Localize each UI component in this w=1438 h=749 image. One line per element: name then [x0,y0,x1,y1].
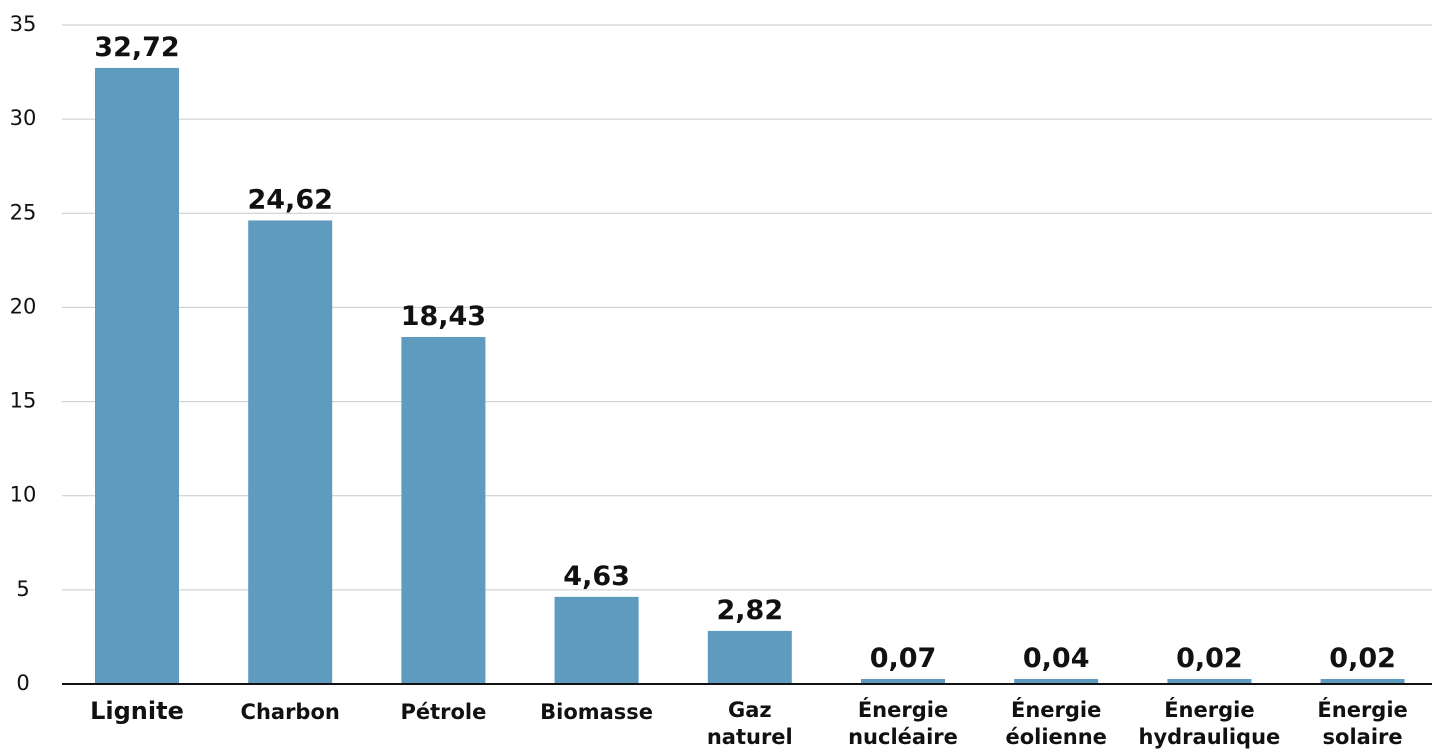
x-tick-label-3-line-1: Pétrole [400,700,486,724]
value-label-3: 18,43 [401,301,486,332]
y-tick-label-5: 5 [16,577,29,601]
x-tick-label-5-line-2: naturel [707,725,793,749]
bar-3 [401,336,486,684]
x-tick-label-4-line-1: Biomasse [540,700,653,724]
bar-9 [1320,679,1405,684]
y-axis-labels: 0 5 10 15 20 25 30 35 [10,12,37,695]
x-tick-label-1-line-1: Lignite [90,697,184,725]
x-tick-label-8-line-1: Énergie [1164,697,1254,722]
value-label-6: 0,07 [870,643,937,674]
value-label-8: 0,02 [1176,643,1243,674]
labels-layer: 32,72 24,62 18,43 4,63 2,82 0,07 0,04 0,02 0,02 [94,32,1396,674]
bar-6 [861,679,945,684]
value-label-9: 0,02 [1329,643,1396,674]
value-label-1: 32,72 [94,32,179,63]
y-tick-label-20: 20 [10,294,37,318]
x-tick-label-7-line-2: éolienne [1005,725,1106,749]
x-tick-label-9-line-2: solaire [1323,725,1403,749]
y-tick-label-35: 35 [10,12,37,36]
bars-layer [95,67,1405,685]
y-tick-label-0: 0 [16,671,29,695]
x-tick-label-6-line-1: Énergie [858,697,948,722]
x-tick-label-7-line-1: Énergie [1011,697,1101,722]
x-tick-label-2-line-1: Charbon [241,700,340,724]
x-axis-labels: Lignite Charbon Pétrole Biomasse Gaz naturel É… [90,697,1408,749]
value-label-2: 24,62 [247,184,332,215]
y-tick-label-10: 10 [10,483,37,507]
bar-7 [1014,679,1099,684]
bar-4 [554,596,639,684]
x-tick-label-6-line-2: nucléaire [848,725,958,749]
y-tick-label-25: 25 [10,200,37,224]
bar-1 [95,67,179,685]
value-label-5: 2,82 [716,595,783,626]
y-tick-label-15: 15 [10,389,37,413]
value-label-4: 4,63 [563,561,630,592]
x-tick-label-9-line-1: Énergie [1317,697,1407,722]
x-tick-label-5-line-1: Gaz [728,698,772,722]
bar-8 [1167,679,1252,684]
x-tick-label-8-line-2: hydraulique [1139,725,1281,749]
value-label-7: 0,04 [1023,643,1090,674]
bar-2 [248,220,333,685]
y-tick-label-30: 30 [10,106,37,130]
bar-5 [707,630,792,684]
